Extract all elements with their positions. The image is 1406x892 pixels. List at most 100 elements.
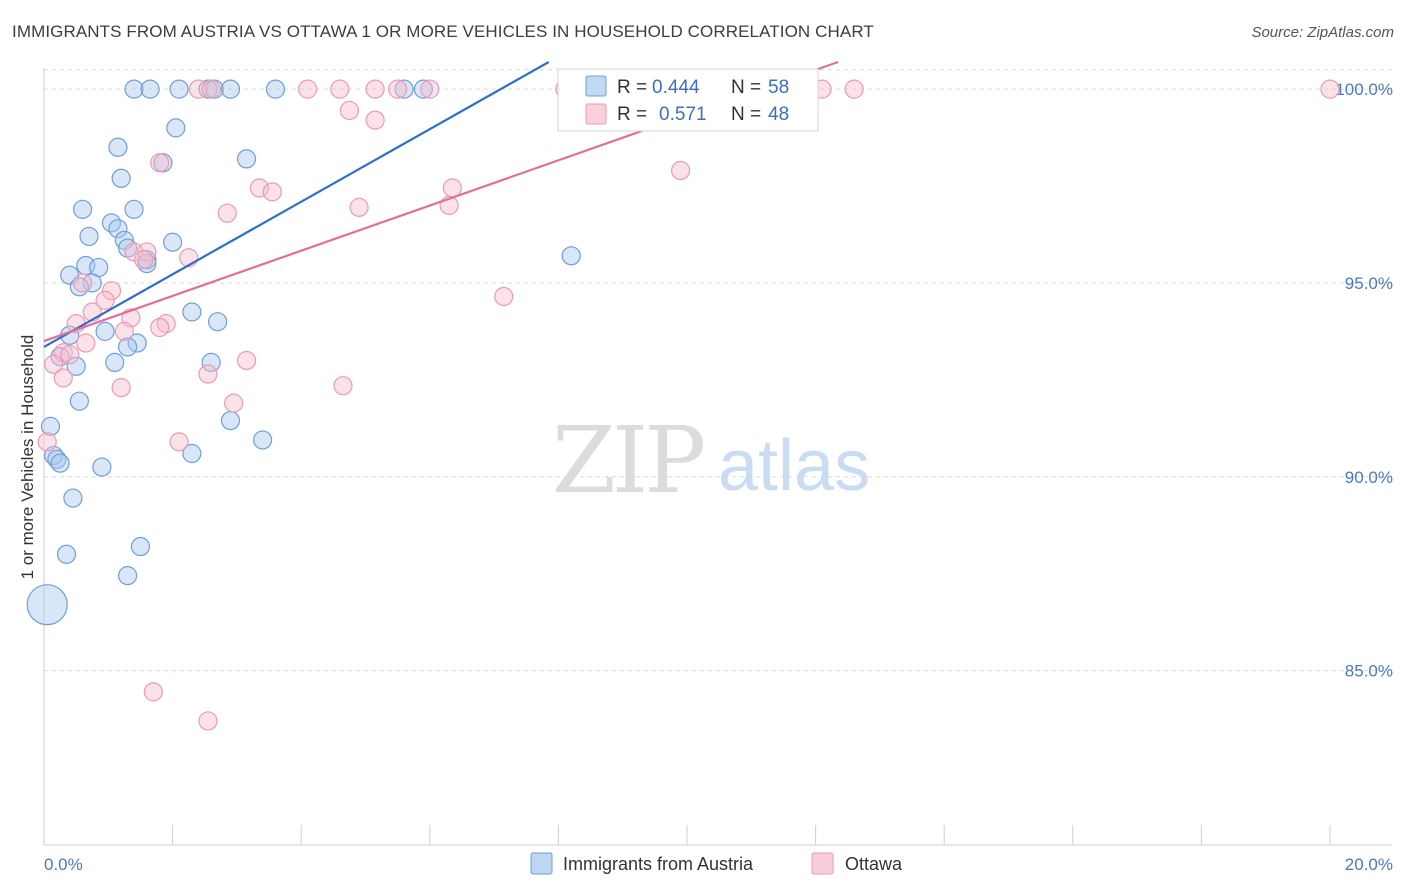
ottawa-point xyxy=(349,197,369,217)
austria-point xyxy=(50,453,70,473)
chart-title: IMMIGRANTS FROM AUSTRIA VS OTTAWA 1 OR M… xyxy=(12,22,874,41)
ottawa-point xyxy=(82,302,102,322)
austria-point xyxy=(108,219,128,239)
ottawa-point xyxy=(114,321,134,341)
austria-point xyxy=(220,410,241,431)
series-legend: Immigrants from Austria Ottawa xyxy=(530,852,903,875)
x-tick-label: 20.0% xyxy=(1345,855,1393,874)
ottawa-point xyxy=(1320,79,1340,99)
ottawa-point xyxy=(670,160,691,181)
austria-point xyxy=(117,337,138,357)
ottawa-point xyxy=(330,79,350,99)
legend-label-austria: Immigrants from Austria xyxy=(563,854,754,874)
austria-point xyxy=(63,488,83,508)
y-tick-label: 85.0% xyxy=(1345,662,1393,681)
watermark-zip: ZIP xyxy=(552,407,703,514)
ottawa-point xyxy=(224,393,244,413)
ottawa-point xyxy=(137,242,157,262)
austria-point xyxy=(140,79,160,99)
stats-legend-swatch-pink xyxy=(585,103,607,125)
austria-point xyxy=(108,137,128,157)
ottawa-point xyxy=(494,286,514,307)
legend-label-ottawa: Ottawa xyxy=(845,854,903,874)
austria-point xyxy=(92,457,112,477)
austria-point xyxy=(166,118,186,138)
ottawa-point xyxy=(365,110,385,130)
austria-point xyxy=(26,584,68,626)
austria-point xyxy=(253,430,273,450)
ottawa-point xyxy=(44,354,64,374)
austria-point xyxy=(220,79,241,99)
austria-point xyxy=(561,246,581,266)
austria-point xyxy=(208,312,228,332)
ottawa-point xyxy=(249,178,270,198)
austria-point xyxy=(236,149,257,169)
ottawa-point xyxy=(298,79,318,99)
ottawa-point xyxy=(111,378,131,398)
ottawa-point xyxy=(236,350,257,371)
austria-point xyxy=(79,226,99,247)
austria-point xyxy=(105,352,125,373)
ottawa-point xyxy=(150,317,170,338)
ottawa-point xyxy=(169,432,189,452)
stats-r-label-pink: R = xyxy=(617,104,647,125)
ottawa-point xyxy=(150,153,170,173)
watermark-atlas: atlas xyxy=(718,426,870,506)
ottawa-point xyxy=(201,79,221,99)
stats-r-value-pink: 0.571 xyxy=(659,104,707,125)
ottawa-point xyxy=(134,250,154,270)
stats-n-value-blue: 58 xyxy=(768,77,789,98)
austria-point xyxy=(95,321,115,341)
ottawa-point xyxy=(420,79,440,99)
stats-r-value-blue: 0.444 xyxy=(652,77,700,98)
stats-legend-swatch-blue xyxy=(585,75,607,97)
axes-layer: 100.0% 95.0% 90.0% 85.0% 0.0% 20.0% xyxy=(43,68,1393,874)
austria-point xyxy=(124,199,144,219)
austria-trend-line xyxy=(43,61,550,348)
y-axis-label: 1 or more Vehicles in Household xyxy=(18,335,37,580)
austria-point xyxy=(130,536,151,557)
ottawa-point xyxy=(101,281,122,301)
watermark: ZIP atlas xyxy=(552,407,870,514)
austria-point xyxy=(124,79,144,99)
y-tick-label: 90.0% xyxy=(1345,468,1393,487)
y-tick-label: 100.0% xyxy=(1335,80,1393,99)
ottawa-point xyxy=(339,100,360,121)
ottawa-point xyxy=(60,345,80,365)
austria-point xyxy=(69,391,89,411)
austria-point xyxy=(82,273,102,293)
austria-point xyxy=(265,79,286,99)
ottawa-point xyxy=(217,203,237,223)
y-tick-label: 95.0% xyxy=(1345,274,1393,293)
stats-n-label-blue: N = xyxy=(731,77,761,98)
austria-point xyxy=(56,544,77,564)
austria-point xyxy=(163,232,183,252)
stats-legend: R = 0.444 N = 58 R = 0.571 N = 48 xyxy=(557,68,819,132)
stats-n-value-pink: 48 xyxy=(768,104,789,125)
austria-point xyxy=(66,356,86,376)
stats-n-label-pink: N = xyxy=(731,104,761,125)
ottawa-point xyxy=(53,368,73,388)
ottawa-point xyxy=(333,376,353,396)
austria-point xyxy=(413,79,433,99)
austria-point xyxy=(117,566,138,586)
x-tick-label: 0.0% xyxy=(44,855,83,874)
ottawa-point xyxy=(844,79,864,99)
austria-point xyxy=(111,168,131,188)
stats-r-label-blue: R = xyxy=(617,77,647,98)
austria-point xyxy=(127,333,147,353)
austria-point xyxy=(169,79,189,99)
ottawa-point xyxy=(76,333,96,353)
ottawa-point xyxy=(143,682,163,702)
austria-point xyxy=(394,79,414,99)
legend-swatch-ottawa xyxy=(811,852,834,875)
points-layer xyxy=(26,79,1340,731)
ottawa-point xyxy=(72,273,93,293)
ottawa-point xyxy=(262,182,282,202)
ottawa-point xyxy=(365,79,385,99)
ottawa-point xyxy=(37,432,57,452)
austria-point xyxy=(182,302,202,322)
austria-point xyxy=(201,352,221,373)
austria-point xyxy=(72,199,93,219)
